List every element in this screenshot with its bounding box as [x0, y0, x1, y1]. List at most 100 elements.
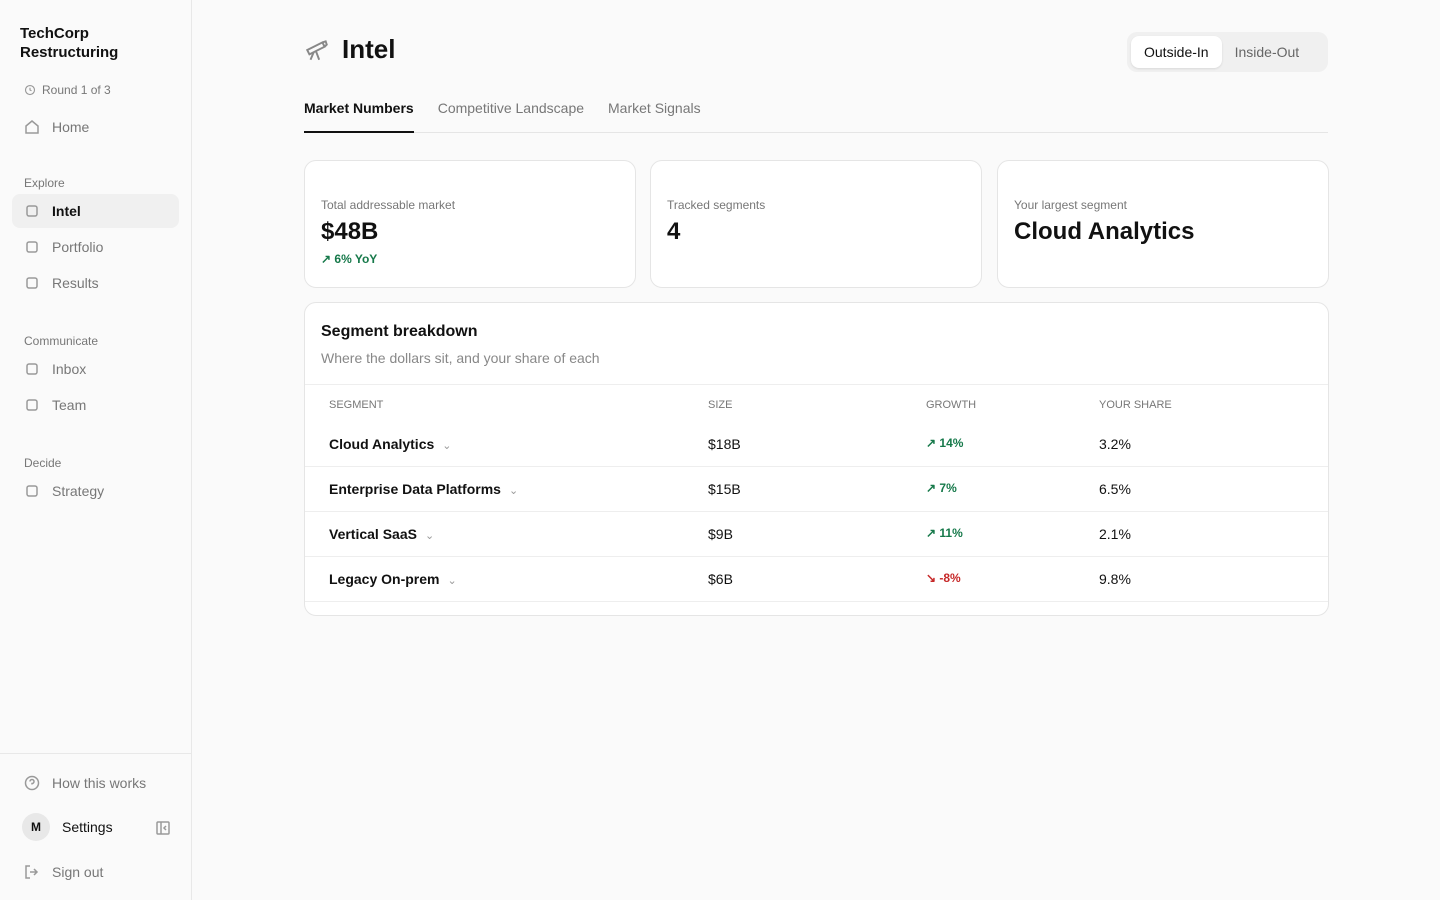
nav-icon — [26, 205, 38, 217]
table-cell: $9B — [708, 526, 733, 542]
page-header: Intel — [304, 34, 395, 65]
nav-icon — [26, 363, 38, 375]
table-row[interactable]: Vertical SaaS ⌄ $9B ↗ 11% 2.1% — [305, 512, 1328, 557]
nav-section-label: Explore — [24, 176, 65, 190]
growth-cell: ↗ 14% — [926, 436, 963, 450]
settings[interactable]: M Settings — [12, 810, 179, 844]
tab[interactable]: Market Numbers — [304, 96, 414, 133]
brand: TechCorp Restructuring — [20, 25, 119, 61]
metric-card: Total addressable market $48B ↗ 6% YoY — [304, 160, 636, 288]
chevron[interactable]: ⌄ — [424, 530, 435, 542]
table-row[interactable]: Legacy On-prem ⌄ $6B ↘ -8% 9.8% — [305, 557, 1328, 602]
sidebar: TechCorp Restructuring Round 1 of 3 Home… — [0, 0, 192, 900]
metric-delta: ↗ 6% YoY — [321, 252, 619, 266]
cell-text: 9.8% — [1099, 571, 1131, 587]
help[interactable]: How this works — [12, 766, 179, 800]
nav-icon — [26, 241, 38, 253]
table-cell: 9.8% — [1099, 571, 1131, 587]
toggle-option[interactable]: Inside-Out — [1234, 44, 1300, 60]
segment-table: Segment breakdown Where the dollars sit,… — [304, 302, 1329, 616]
cell-text: 6.5% — [1099, 481, 1131, 497]
segment-name: Vertical SaaS ⌄ — [329, 526, 434, 542]
table-cell: 3.2% — [1099, 436, 1131, 452]
nav-section-label: Decide — [24, 456, 62, 470]
cell-text: Vertical SaaS — [329, 526, 417, 542]
column-header: YOUR SHARE — [1099, 399, 1172, 411]
sign-out-label: Sign out — [52, 864, 104, 880]
table-cell: 6.5% — [1099, 481, 1131, 497]
cell-text: 2.1% — [1099, 526, 1131, 542]
table-row[interactable]: Cloud Analytics ⌄ $18B ↗ 14% 3.2% — [305, 422, 1328, 467]
growth-value: 7% — [939, 481, 957, 495]
arrow-up: ↗ — [321, 252, 332, 266]
nav-item[interactable]: Inbox — [12, 352, 179, 386]
table-cell: $18B — [708, 436, 741, 452]
nav-label: Results — [52, 275, 99, 291]
sidebar-footer: How this works M Settings Sign out — [0, 753, 191, 900]
segment-name: Cloud Analytics ⌄ — [329, 436, 452, 452]
growth-cell: ↘ -8% — [926, 571, 961, 585]
settings-label: Settings — [62, 819, 113, 835]
segment-name: Enterprise Data Platforms ⌄ — [329, 481, 518, 497]
round: Round 1 of 3 — [24, 83, 111, 97]
growth-value: 11% — [939, 526, 963, 540]
collapse-icon[interactable] — [155, 820, 171, 836]
clock-icon — [24, 84, 36, 96]
nav-home[interactable]: Home — [12, 110, 179, 144]
nav-item[interactable]: Results — [12, 266, 179, 300]
nav-item[interactable]: Portfolio — [12, 230, 179, 264]
nav-label: Team — [52, 397, 87, 413]
chevron[interactable]: ⌄ — [447, 575, 457, 587]
nav-item[interactable]: Intel — [12, 194, 179, 228]
cell-text: 3.2% — [1099, 436, 1131, 452]
cell-text: $9B — [708, 526, 733, 542]
table-subtitle: Where the dollars sit, and your share of… — [321, 350, 600, 366]
chevron[interactable]: ⌄ — [442, 440, 452, 452]
nav-icon — [26, 277, 38, 289]
nav-label: Strategy — [52, 483, 105, 499]
cell-text: Enterprise Data Platforms — [329, 481, 501, 497]
tab[interactable]: Competitive Landscape — [437, 100, 585, 116]
cell-text: $15B — [708, 481, 741, 497]
metric-value: 4 — [667, 218, 681, 245]
nav-item[interactable]: Team — [12, 388, 179, 422]
nav-item[interactable]: Strategy — [12, 474, 179, 508]
cell-text: Legacy On-prem — [329, 571, 440, 587]
arrow-up: ↗ — [926, 481, 940, 495]
nav-icon — [26, 485, 38, 497]
page-title: Intel — [342, 34, 396, 64]
table-title: Segment breakdown — [321, 323, 478, 340]
metric-value: $48B — [321, 218, 379, 245]
metric-value: Cloud Analytics — [1014, 218, 1195, 245]
column-header: GROWTH — [926, 399, 977, 411]
table-cell: $15B — [708, 481, 741, 497]
sign-out-icon — [25, 865, 39, 879]
chevron[interactable]: ⌄ — [508, 485, 519, 497]
home-icon — [25, 120, 39, 134]
table-row[interactable]: Enterprise Data Platforms ⌄ $15B ↗ 7% 6.5% — [305, 467, 1328, 512]
metric-label: Your largest segment — [1014, 198, 1127, 212]
toggle-option[interactable]: Outside-In — [1131, 36, 1222, 68]
help-icon — [24, 775, 40, 791]
nav-section-label: Communicate — [24, 334, 99, 348]
growth-cell: ↗ 11% — [926, 526, 963, 540]
cell-text: Cloud Analytics — [329, 436, 435, 452]
tab[interactable]: Market Signals — [608, 100, 701, 116]
sign-out[interactable]: Sign out — [12, 855, 179, 889]
table-cell: $6B — [708, 571, 733, 587]
nav-label: Intel — [52, 203, 81, 219]
growth-value: -8% — [939, 571, 961, 585]
round-label: Round 1 of 3 — [42, 83, 111, 97]
metric-card: Your largest segment Cloud Analytics — [997, 160, 1329, 288]
growth-value: 14% — [939, 436, 964, 450]
help-label: How this works — [52, 775, 147, 791]
arrow-up: ↗ — [926, 436, 940, 450]
metric-label: Tracked segments — [667, 198, 766, 212]
nav-label: Portfolio — [52, 239, 104, 255]
cell-text: $18B — [708, 436, 741, 452]
table-cell: 2.1% — [1099, 526, 1131, 542]
column-header: SEGMENT — [329, 399, 384, 411]
arrow-down: ↘ — [926, 571, 940, 585]
view-toggle: Outside-In Inside-Out — [1127, 32, 1328, 72]
